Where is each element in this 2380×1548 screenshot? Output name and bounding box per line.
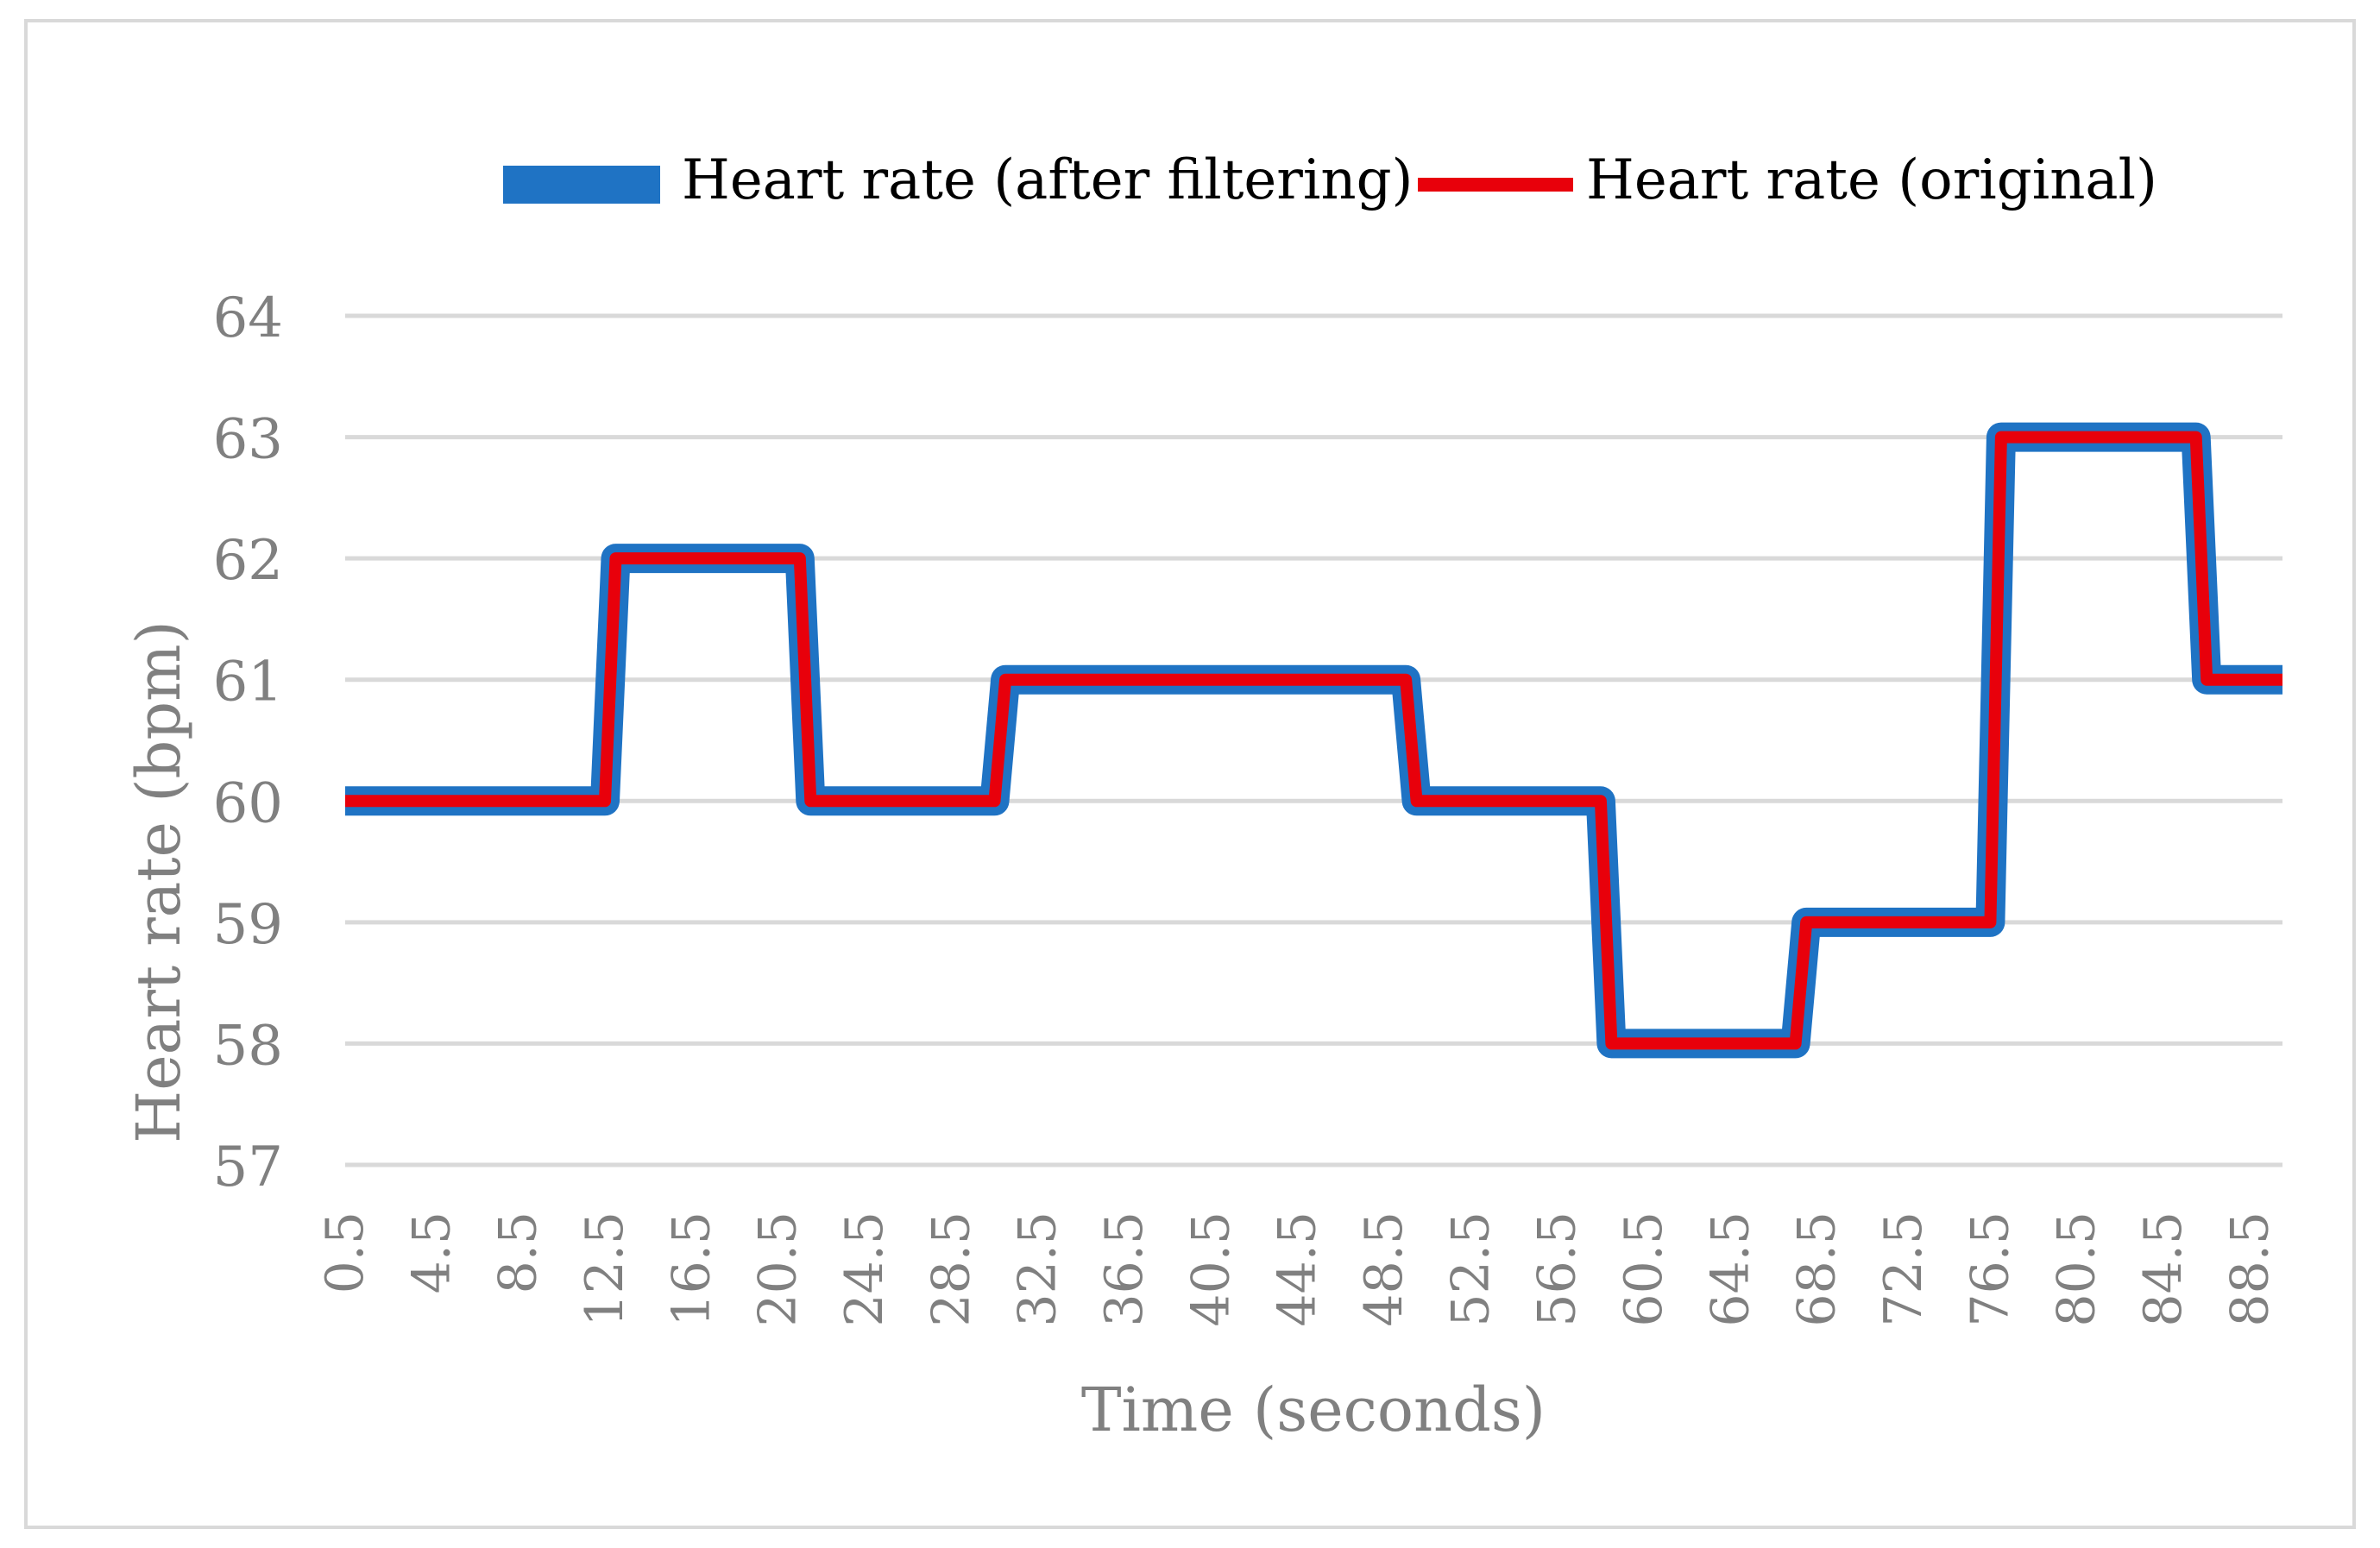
legend-swatch-original (1418, 178, 1573, 192)
y-tick-label: 61 (213, 651, 283, 714)
y-tick-label: 60 (213, 771, 283, 835)
y-tick-labels: 57 58 59 60 61 62 63 64 (213, 286, 283, 1199)
legend-swatch-filtered (503, 166, 660, 204)
x-tick-label: 4.5 (401, 1211, 462, 1293)
y-tick-label: 62 (213, 529, 283, 593)
chart-frame (24, 19, 2356, 1529)
y-tick-label: 58 (213, 1014, 283, 1078)
x-tick-labels: 0.5 4.5 8.5 12.5 16.5 20.5 24.5 28.5 32.5 36.5 40.… (315, 1211, 2280, 1327)
x-tick-label: 80.5 (2047, 1211, 2107, 1327)
legend-label-original: Heart rate (original) (1586, 148, 2157, 212)
y-tick-label: 59 (213, 893, 283, 957)
x-tick-label: 76.5 (1960, 1211, 2020, 1327)
x-tick-label: 32.5 (1008, 1211, 1068, 1327)
x-tick-label: 16.5 (661, 1211, 721, 1327)
x-tick-label: 20.5 (748, 1211, 809, 1327)
legend-label-filtered: Heart rate (after filtering) (682, 148, 1414, 212)
x-tick-label: 68.5 (1787, 1211, 1848, 1327)
y-tick-label: 57 (213, 1136, 283, 1199)
x-tick-label: 0.5 (315, 1211, 375, 1293)
x-tick-label: 40.5 (1181, 1211, 1241, 1327)
x-tick-label: 60.5 (1614, 1211, 1674, 1327)
x-tick-label: 52.5 (1440, 1211, 1501, 1327)
x-tick-label: 12.5 (575, 1211, 635, 1327)
legend: Heart rate (after filtering) Heart rate … (503, 148, 2157, 212)
x-tick-label: 48.5 (1354, 1211, 1414, 1327)
x-tick-label: 88.5 (2219, 1211, 2280, 1327)
series-lines (345, 422, 2282, 1059)
x-tick-label: 64.5 (1700, 1211, 1760, 1327)
series-line-original (345, 431, 2282, 1050)
y-tick-label: 63 (213, 408, 283, 472)
x-tick-label: 72.5 (1873, 1211, 1934, 1327)
x-tick-label: 8.5 (488, 1211, 549, 1293)
y-axis-title: Heart rate (bpm) (123, 620, 194, 1143)
x-tick-label: 36.5 (1094, 1211, 1155, 1327)
x-tick-label: 56.5 (1527, 1211, 1588, 1327)
x-tick-label: 24.5 (834, 1211, 895, 1327)
x-tick-label: 44.5 (1268, 1211, 1328, 1327)
y-tick-label: 64 (213, 286, 283, 350)
x-tick-label: 84.5 (2133, 1211, 2194, 1327)
x-axis-title: Time (seconds) (1081, 1375, 1546, 1445)
x-tick-label: 28.5 (921, 1211, 981, 1327)
